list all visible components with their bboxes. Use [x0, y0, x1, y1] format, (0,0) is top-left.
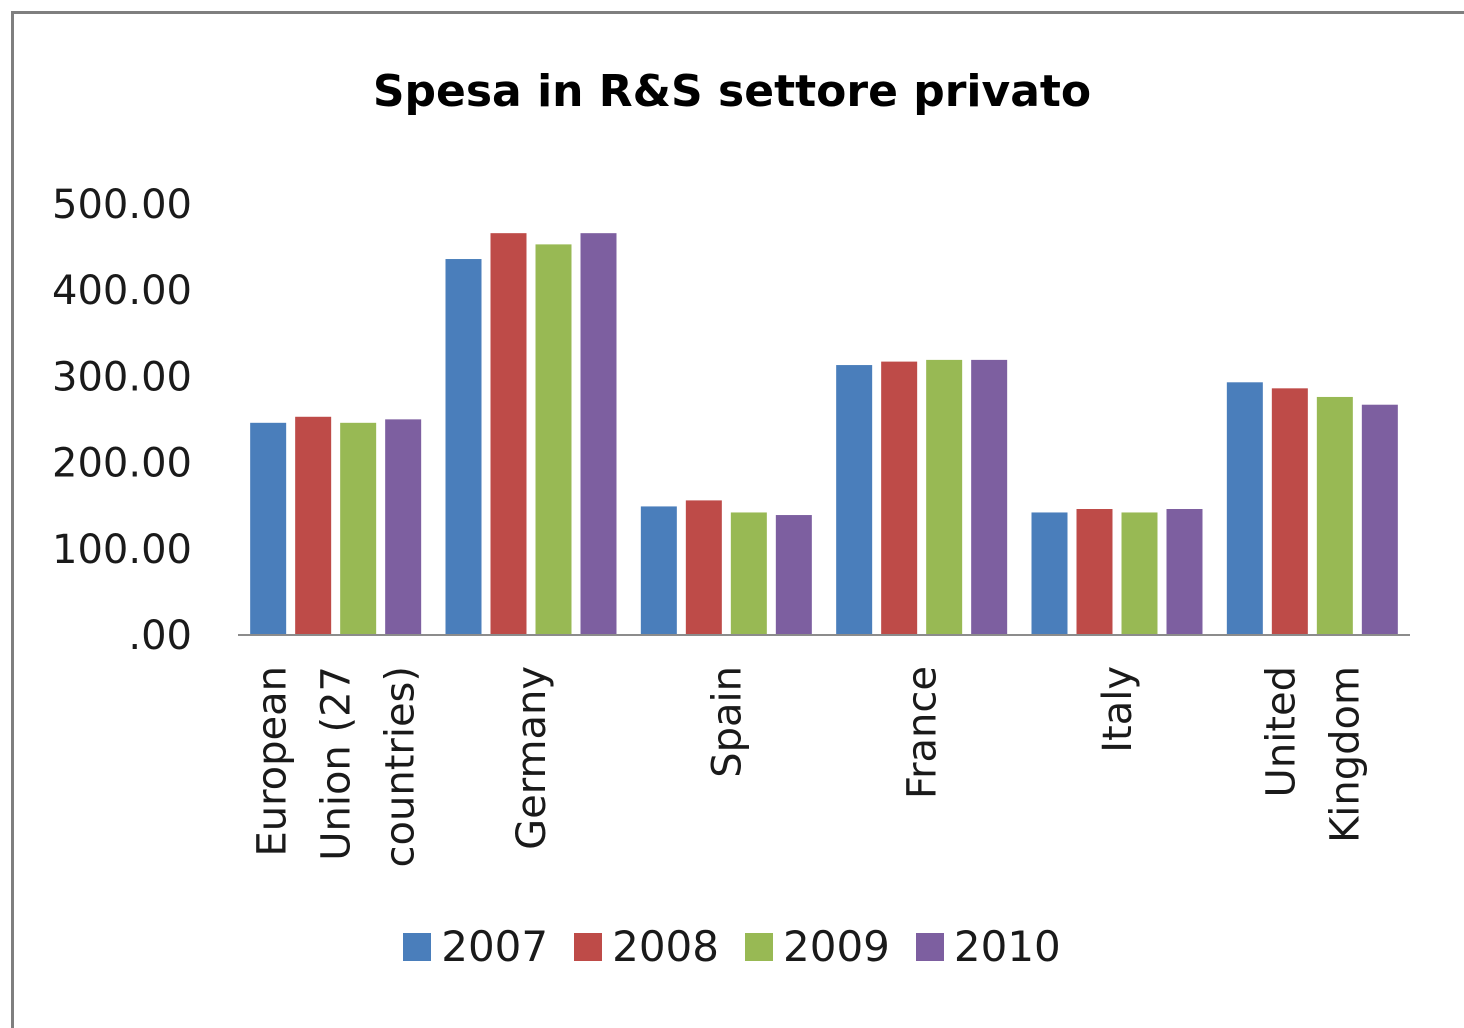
- bar-2007-5: [1226, 382, 1263, 634]
- y-tick-label: 100.00: [52, 527, 192, 573]
- bar-2007-3: [836, 365, 873, 634]
- legend-swatch: [574, 932, 603, 961]
- bar-2009-2: [730, 512, 767, 634]
- y-tick-label: 200.00: [52, 441, 192, 487]
- legend-item: 2009: [745, 922, 890, 971]
- x-tick-label: Germany: [509, 666, 555, 850]
- legend-label: 2008: [612, 922, 719, 971]
- y-tick-label: 400.00: [52, 268, 192, 314]
- bar-2010-5: [1361, 404, 1398, 634]
- legend-label: 2010: [953, 922, 1061, 971]
- bar-2009-1: [535, 244, 572, 634]
- bar-2008-1: [490, 233, 527, 635]
- bar-2008-0: [295, 416, 332, 634]
- x-tick-label: countries): [378, 666, 424, 867]
- bar-2009-0: [340, 422, 377, 634]
- bar-2009-4: [1121, 512, 1158, 634]
- x-tick-label: Union (27: [314, 666, 360, 861]
- y-tick-label: 300.00: [52, 354, 192, 400]
- legend: 2007 2008 2009 2010: [0, 922, 1464, 971]
- bar-2010-3: [971, 359, 1008, 634]
- y-tick-label: 500.00: [52, 182, 192, 228]
- legend-item: 2010: [915, 922, 1061, 971]
- x-tick-label: Spain: [704, 666, 750, 778]
- legend-label: 2009: [783, 922, 890, 971]
- x-tick-label: Kingdom: [1322, 666, 1368, 843]
- legend-swatch: [915, 932, 944, 961]
- x-tick-label: Italy: [1095, 666, 1141, 753]
- legend-item: 2007: [403, 922, 548, 971]
- bar-2010-4: [1166, 509, 1203, 634]
- legend-swatch: [745, 932, 773, 961]
- bar-2007-2: [640, 506, 677, 634]
- bar-2010-0: [385, 419, 422, 634]
- bar-2010-1: [580, 233, 617, 635]
- bar-2007-0: [250, 422, 287, 634]
- bar-2009-3: [926, 359, 963, 634]
- x-tick-label: United: [1258, 666, 1304, 797]
- chart-title: Spesa in R&S settore privato: [372, 66, 1092, 117]
- legend-label: 2007: [441, 922, 549, 971]
- bar-2010-2: [775, 515, 812, 634]
- x-tick-label: France: [900, 666, 946, 799]
- y-tick-label: .00: [128, 613, 192, 659]
- bar-2007-4: [1031, 512, 1068, 634]
- x-tick-label: European: [250, 666, 296, 857]
- bar-2009-5: [1316, 396, 1353, 634]
- bar-2008-2: [685, 500, 722, 634]
- bar-2008-5: [1271, 388, 1308, 634]
- bar-2008-4: [1076, 509, 1113, 634]
- legend-item: 2008: [574, 922, 719, 971]
- legend-swatch: [403, 932, 432, 961]
- bar-2007-1: [445, 259, 482, 634]
- bar-2008-3: [881, 361, 918, 634]
